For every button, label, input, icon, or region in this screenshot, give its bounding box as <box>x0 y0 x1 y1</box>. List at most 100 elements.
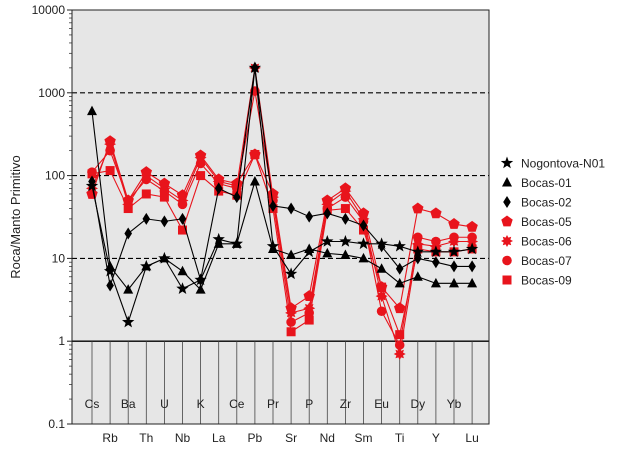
data-point <box>269 199 277 212</box>
data-point <box>195 284 206 294</box>
legend-label: Bocas-02 <box>521 196 572 210</box>
x-tick-label-nb: Nb <box>175 431 191 445</box>
legend-label: Bocas-06 <box>521 235 572 249</box>
plot-frame <box>71 9 490 425</box>
data-point <box>105 145 115 156</box>
data-point <box>251 61 259 74</box>
data-point <box>376 263 387 273</box>
series-line <box>91 67 473 288</box>
data-point <box>195 158 206 169</box>
data-point <box>449 232 459 243</box>
data-point <box>286 327 296 337</box>
x-tick-label-th: Th <box>139 431 153 445</box>
x-tick-label-u: U <box>160 397 169 411</box>
data-point <box>141 189 151 199</box>
data-point <box>286 317 296 327</box>
data-point <box>87 169 97 179</box>
y-axis-ticks: 0.1 1 10 100 1000 10000 <box>32 3 72 431</box>
data-point <box>123 284 134 294</box>
data-point <box>304 308 315 318</box>
legend-label: Bocas-01 <box>521 176 572 190</box>
legend: Nogontova-N01 Bocas-01 Bocas-02 Bocas-05 Boc… <box>500 156 605 288</box>
data-point <box>141 174 152 185</box>
legend-marker <box>503 196 511 208</box>
data-point <box>122 315 135 328</box>
data-point <box>178 225 187 235</box>
data-point <box>323 207 332 220</box>
x-tick-label-y: Y <box>432 431 440 445</box>
x-axis-ticks: Cs Rb Ba Th U Nb K La Ce Pb Pr Sr P Nd Zr Sm Eu Ti Dy Y Yb Lu <box>85 397 479 445</box>
legend-marker <box>501 215 513 227</box>
data-point <box>339 235 352 247</box>
legend-label: Bocas-09 <box>521 274 572 288</box>
x-tick-label-dy: Dy <box>410 397 425 411</box>
x-tick-label-la: La <box>212 431 226 445</box>
data-point <box>449 277 459 288</box>
y-tick-label: 10 <box>52 251 66 265</box>
data-point <box>123 204 133 214</box>
data-point <box>377 240 386 253</box>
series-layer <box>85 61 479 361</box>
data-point <box>429 245 443 258</box>
data-point <box>142 212 151 225</box>
data-point <box>284 267 298 280</box>
data-point <box>431 236 441 247</box>
data-point <box>177 265 188 276</box>
x-tick-label-eu: Eu <box>374 397 389 411</box>
data-point <box>286 249 297 259</box>
series-bocas-01 <box>87 105 478 294</box>
data-point <box>465 242 479 255</box>
data-point <box>196 273 205 286</box>
data-point <box>287 202 295 215</box>
data-point <box>468 260 476 273</box>
data-point <box>448 218 460 229</box>
data-point <box>176 282 189 295</box>
data-point <box>466 220 478 232</box>
data-point <box>321 235 334 247</box>
data-point <box>430 277 441 288</box>
grid-lines <box>72 92 489 424</box>
series-line <box>91 139 473 310</box>
data-point <box>177 199 188 210</box>
data-point <box>305 210 313 223</box>
data-point <box>340 192 351 202</box>
data-point <box>430 207 442 219</box>
data-point <box>467 232 477 243</box>
legend-marker <box>502 177 512 187</box>
legend-marker <box>501 235 513 247</box>
data-point <box>358 252 369 263</box>
x-tick-label-zr: Zr <box>340 397 351 411</box>
plot-area <box>72 10 489 424</box>
data-point <box>340 249 351 259</box>
data-point <box>467 277 478 288</box>
legend-marker <box>502 255 512 266</box>
data-point <box>285 306 298 319</box>
x-tick-label-nd: Nd <box>320 431 335 445</box>
data-point <box>394 340 405 350</box>
data-point <box>160 215 169 228</box>
data-point <box>412 271 423 281</box>
legend-marker <box>500 156 514 169</box>
y-tick-label: 100 <box>45 169 65 183</box>
data-point <box>304 315 314 325</box>
x-tick-label-sm: Sm <box>355 431 373 445</box>
data-point <box>322 247 333 258</box>
series-bocas-02 <box>88 61 476 292</box>
data-point <box>304 243 315 253</box>
data-point <box>359 219 368 232</box>
data-point <box>340 204 350 214</box>
x-tick-label-k: K <box>197 397 205 411</box>
data-point <box>250 149 260 159</box>
legend-label: Nogontova-N01 <box>521 157 605 171</box>
data-point <box>103 264 117 277</box>
x-tick-label-ti: Ti <box>395 431 405 445</box>
x-tick-label-yb: Yb <box>447 397 462 411</box>
data-point <box>124 227 132 240</box>
x-tick-label-pr: Pr <box>267 397 279 411</box>
data-point <box>341 212 350 225</box>
legend-label: Bocas-05 <box>521 215 572 229</box>
data-point <box>413 232 423 243</box>
x-tick-label-sr: Sr <box>285 431 297 445</box>
y-tick-label: 0.1 <box>48 417 65 431</box>
